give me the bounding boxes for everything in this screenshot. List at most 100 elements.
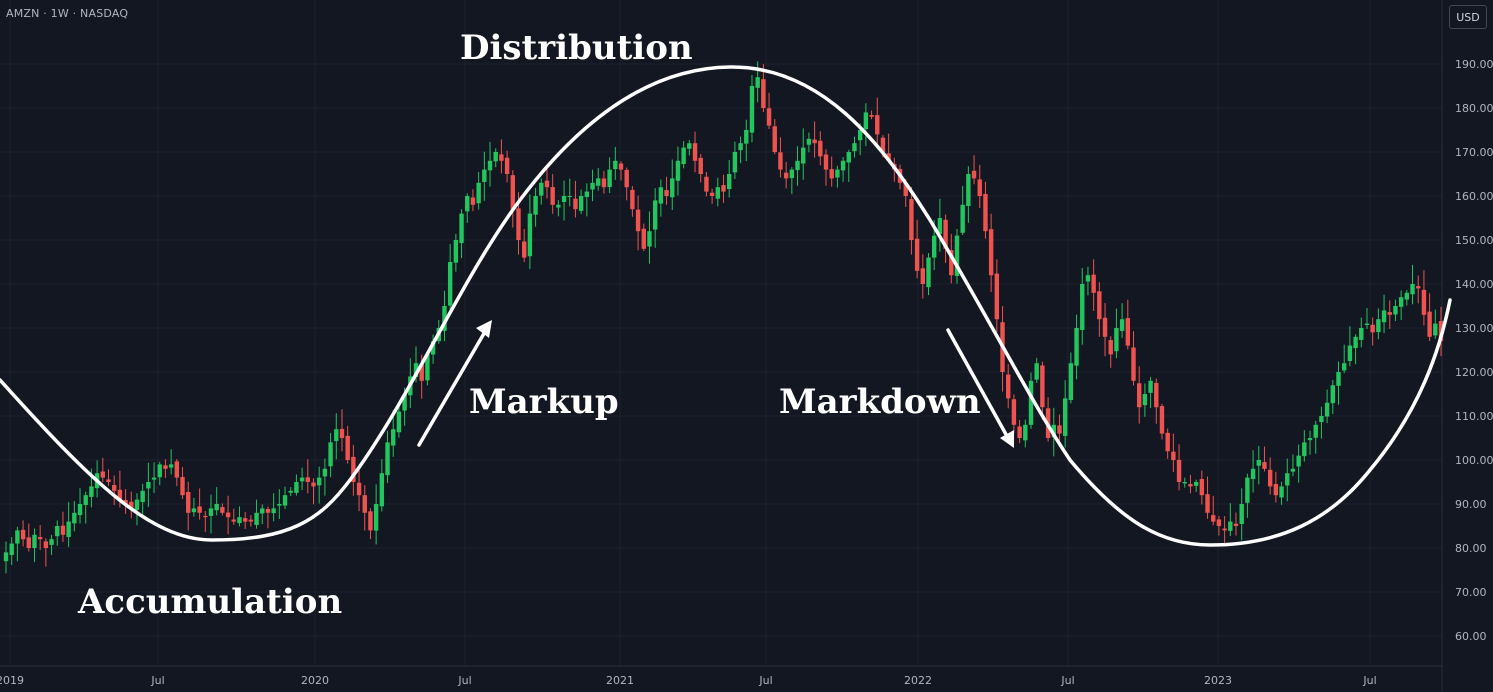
candle-body [186, 491, 191, 513]
x-tick-label: 2020 [301, 674, 329, 687]
candle-body [1427, 311, 1432, 337]
candle-body [322, 468, 328, 477]
candle-body [578, 196, 584, 211]
candle-body [231, 519, 236, 522]
candle-body [1171, 451, 1176, 460]
candle-body [658, 187, 664, 204]
candle-body [1336, 372, 1341, 386]
candle-body [880, 137, 886, 152]
candle-body [9, 543, 14, 555]
candle-body [1364, 323, 1370, 326]
candle-body [567, 196, 572, 197]
candle-body [413, 363, 419, 378]
y-tick-label: 150.00 [1455, 234, 1493, 247]
candle-body [618, 163, 624, 170]
candle-body [647, 231, 652, 247]
candle-body [129, 501, 134, 509]
candle-body [89, 486, 94, 497]
candle-body [1216, 519, 1222, 526]
candle-body [32, 534, 37, 549]
candle-body [596, 178, 601, 186]
candle-body [1074, 328, 1079, 366]
y-tick-label: 170.00 [1455, 146, 1493, 159]
y-tick-label: 100.00 [1455, 454, 1493, 467]
candle-body [1290, 468, 1296, 472]
candle-body [795, 160, 800, 171]
candle-body [1307, 438, 1313, 441]
candle-body [1341, 363, 1347, 371]
candle-body [966, 174, 971, 207]
markup-arrow-head [476, 320, 492, 338]
candle-body [1359, 328, 1364, 340]
candle-body [1228, 521, 1233, 531]
candle-body [1211, 515, 1216, 522]
symbol-label[interactable]: AMZN · 1W · NASDAQ [6, 7, 129, 20]
candle-body [1102, 317, 1108, 337]
markdown-arrow-shaft [946, 328, 1010, 440]
candle-body [698, 157, 703, 174]
candle-body [100, 471, 106, 478]
candle-body [334, 429, 339, 442]
markup-arrow-shaft [417, 328, 488, 447]
markup-label: Markup [469, 382, 619, 422]
candle-body [430, 341, 436, 355]
candle-body [225, 512, 231, 518]
candle-body [687, 143, 692, 149]
candle-body [1062, 398, 1068, 436]
candle-body [43, 541, 49, 548]
currency-button[interactable]: USD [1449, 5, 1487, 29]
candle-body [726, 174, 732, 190]
candle-body [1319, 416, 1324, 422]
candle-body [812, 139, 817, 144]
candle-body [26, 537, 31, 548]
candle-body [106, 479, 111, 482]
candle-body [493, 152, 498, 162]
candle-body [277, 504, 282, 506]
candle-body [527, 213, 533, 257]
candle-body [840, 160, 846, 171]
candle-body [1068, 363, 1074, 401]
candle-body [499, 154, 504, 161]
candle-body [835, 169, 840, 178]
candle-body [544, 180, 550, 188]
candle-body [83, 495, 88, 505]
candle-body [1080, 284, 1085, 331]
candle-body [931, 235, 937, 258]
candle-body [459, 213, 464, 244]
candle-body [140, 490, 145, 503]
candle-body [385, 442, 390, 476]
candle-body [345, 435, 350, 460]
candle-body [203, 515, 208, 518]
candle-body [829, 169, 834, 179]
candle-body [1279, 486, 1284, 498]
candle-body [818, 140, 823, 157]
candle-body [1017, 426, 1022, 438]
candle-body [960, 204, 965, 233]
candle-body [77, 504, 83, 516]
candle-body [254, 512, 259, 525]
candle-body [852, 143, 857, 152]
candle-body [1136, 383, 1142, 408]
candle-body [590, 182, 595, 190]
candle-body [180, 477, 185, 496]
candle-body [675, 160, 681, 181]
candle-body [368, 511, 373, 531]
candle-body [1398, 297, 1404, 307]
candle-body [732, 152, 738, 173]
candle-body [151, 477, 157, 480]
candle-body [988, 229, 994, 276]
y-tick-label: 80.00 [1455, 542, 1487, 555]
candle-body [15, 530, 20, 544]
candle-body [789, 169, 795, 179]
candle-body [1011, 399, 1017, 425]
candle-body [630, 189, 635, 210]
candle-body [453, 240, 459, 263]
candle-body [914, 238, 920, 271]
candle-body [721, 185, 726, 192]
candle-body [1034, 363, 1039, 380]
candle-body [442, 306, 447, 331]
candle-body [1023, 424, 1028, 441]
candle-body [55, 526, 60, 537]
